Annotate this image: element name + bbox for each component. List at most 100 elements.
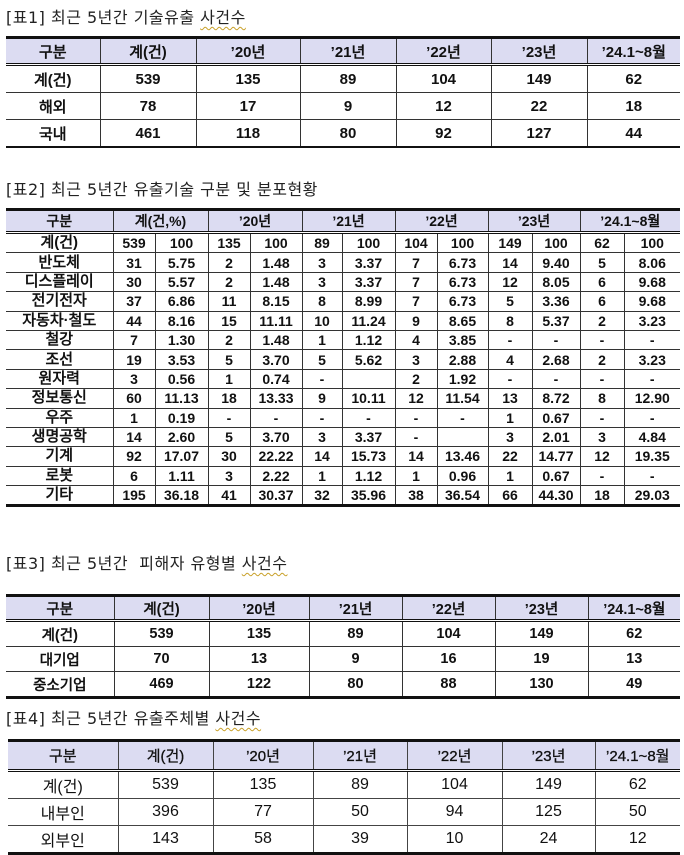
cell: 4 bbox=[487, 349, 532, 370]
cell: 135 bbox=[195, 64, 300, 93]
cell: 6 bbox=[579, 271, 624, 292]
header-cell: ’23년 bbox=[501, 740, 595, 772]
cell: - bbox=[531, 368, 580, 389]
cell: 5.37 bbox=[531, 310, 580, 331]
table-row: 외부인 143 58 39 10 24 12 bbox=[8, 825, 680, 854]
cell: - bbox=[301, 407, 342, 428]
cell: 3 bbox=[579, 426, 624, 447]
cell: 44.30 bbox=[531, 485, 580, 506]
table3-caption-underlined: 사건수 bbox=[241, 554, 288, 573]
cell: 10 bbox=[406, 825, 502, 854]
cell: 5 bbox=[487, 291, 532, 312]
cell: 89 bbox=[312, 770, 407, 799]
cell: 130 bbox=[494, 671, 588, 698]
cell: 3 bbox=[207, 465, 250, 486]
header-cell: ’24.1~8월 bbox=[579, 209, 681, 234]
cell: 14.77 bbox=[531, 446, 580, 467]
cell: 13 bbox=[587, 646, 680, 672]
cell: 32 bbox=[301, 485, 342, 506]
header-cell: ’21년 bbox=[301, 209, 395, 234]
table-row: 해외 78 17 9 12 22 18 bbox=[6, 92, 680, 120]
cell: - bbox=[301, 368, 342, 389]
table-row: 계(건) 539 100 135 100 89 100 104 100 149 100 62 100 bbox=[6, 231, 681, 253]
cell: 2 bbox=[207, 271, 250, 292]
cell: - bbox=[487, 329, 532, 350]
row-label: 생명공학 bbox=[6, 426, 113, 447]
header-cell: ’22년 bbox=[395, 37, 491, 66]
table-row: 국내 461 118 80 92 127 44 bbox=[6, 119, 680, 147]
cell: 8.99 bbox=[341, 291, 395, 312]
cell: 80 bbox=[308, 671, 402, 698]
cell: 100 bbox=[531, 231, 580, 253]
cell: - bbox=[249, 407, 302, 428]
cell: 2.01 bbox=[531, 426, 580, 447]
cell: 7 bbox=[394, 291, 437, 312]
cell: 15 bbox=[207, 310, 250, 331]
cell: 62 bbox=[594, 770, 680, 799]
cell: 4 bbox=[394, 329, 437, 350]
table2-caption: [표2] 최근 5년간 유출기술 구분 및 분포현황 bbox=[6, 180, 318, 199]
cell: - bbox=[436, 407, 488, 428]
cell: 9 bbox=[301, 388, 342, 409]
cell: 100 bbox=[154, 231, 208, 253]
cell: - bbox=[531, 329, 580, 350]
cell: 539 bbox=[113, 620, 209, 647]
row-label: 계(건) bbox=[8, 770, 118, 799]
cell: 100 bbox=[623, 231, 681, 253]
cell: 6.73 bbox=[436, 252, 488, 273]
cell: 19 bbox=[494, 646, 588, 672]
cell: 10.11 bbox=[341, 388, 395, 409]
cell: 29.03 bbox=[623, 485, 681, 506]
table-row: 대기업 70 13 9 16 19 13 bbox=[6, 646, 680, 672]
cell: 1.30 bbox=[154, 329, 208, 350]
cell: 8.06 bbox=[623, 252, 681, 273]
cell: - bbox=[579, 407, 624, 428]
header-cell: ’21년 bbox=[299, 37, 396, 66]
cell: - bbox=[579, 465, 624, 486]
cell: 1.12 bbox=[341, 465, 395, 486]
cell: 0.19 bbox=[154, 407, 208, 428]
cell: 94 bbox=[406, 798, 502, 826]
header-cell: ’20년 bbox=[208, 595, 309, 622]
table-row: 계(건) 539 135 89 104 149 62 bbox=[6, 620, 680, 647]
cell: 10 bbox=[301, 310, 342, 331]
table-row: 자동차·철도 44 8.16 15 11.11 10 11.24 9 8.65 8 5.37 2 3.2… bbox=[6, 310, 681, 331]
cell: 149 bbox=[490, 64, 587, 93]
cell: 2.60 bbox=[154, 426, 208, 447]
header-cell: ’22년 bbox=[394, 209, 488, 234]
cell: 9 bbox=[299, 92, 396, 120]
cell: 8 bbox=[301, 291, 342, 312]
cell: 2 bbox=[579, 310, 624, 331]
cell: 9.40 bbox=[531, 252, 580, 273]
cell: 13.46 bbox=[436, 446, 488, 467]
cell: 104 bbox=[394, 231, 437, 253]
cell: 9.68 bbox=[623, 271, 681, 292]
cell: 5.62 bbox=[341, 349, 395, 370]
cell: 12 bbox=[594, 825, 680, 854]
cell: 539 bbox=[112, 231, 155, 253]
cell: - bbox=[341, 407, 395, 428]
cell: 88 bbox=[401, 671, 495, 698]
cell: 135 bbox=[212, 770, 313, 799]
table2-leaked-tech-distribution: 구분 계(건,%) ’20년 ’21년 ’22년 ’23년 ’24.1~8월 계… bbox=[6, 208, 681, 508]
table1-header-row: 구분 계(건) ’20년 ’21년 ’22년 ’23년 ’24.1~8월 bbox=[6, 37, 680, 66]
cell: 89 bbox=[308, 620, 402, 647]
header-cell: ’24.1~8월 bbox=[587, 595, 680, 622]
cell: 0.67 bbox=[531, 465, 580, 486]
cell: 396 bbox=[117, 798, 213, 826]
cell: - bbox=[579, 329, 624, 350]
header-cell: 구분 bbox=[6, 595, 114, 622]
cell: 469 bbox=[113, 671, 209, 698]
cell: 0.67 bbox=[531, 407, 580, 428]
cell: 9 bbox=[394, 310, 437, 331]
cell: 8.15 bbox=[249, 291, 302, 312]
cell: 60 bbox=[112, 388, 155, 409]
cell: 539 bbox=[99, 64, 196, 93]
cell: 66 bbox=[487, 485, 532, 506]
cell: 3 bbox=[301, 252, 342, 273]
table-row: 디스플레이 30 5.57 2 1.48 3 3.37 7 6.73 12 8.05 6 9.68 bbox=[6, 271, 681, 292]
header-cell: ’20년 bbox=[195, 37, 300, 66]
cell: 8.05 bbox=[531, 271, 580, 292]
cell: 149 bbox=[494, 620, 588, 647]
cell: 62 bbox=[579, 231, 624, 253]
